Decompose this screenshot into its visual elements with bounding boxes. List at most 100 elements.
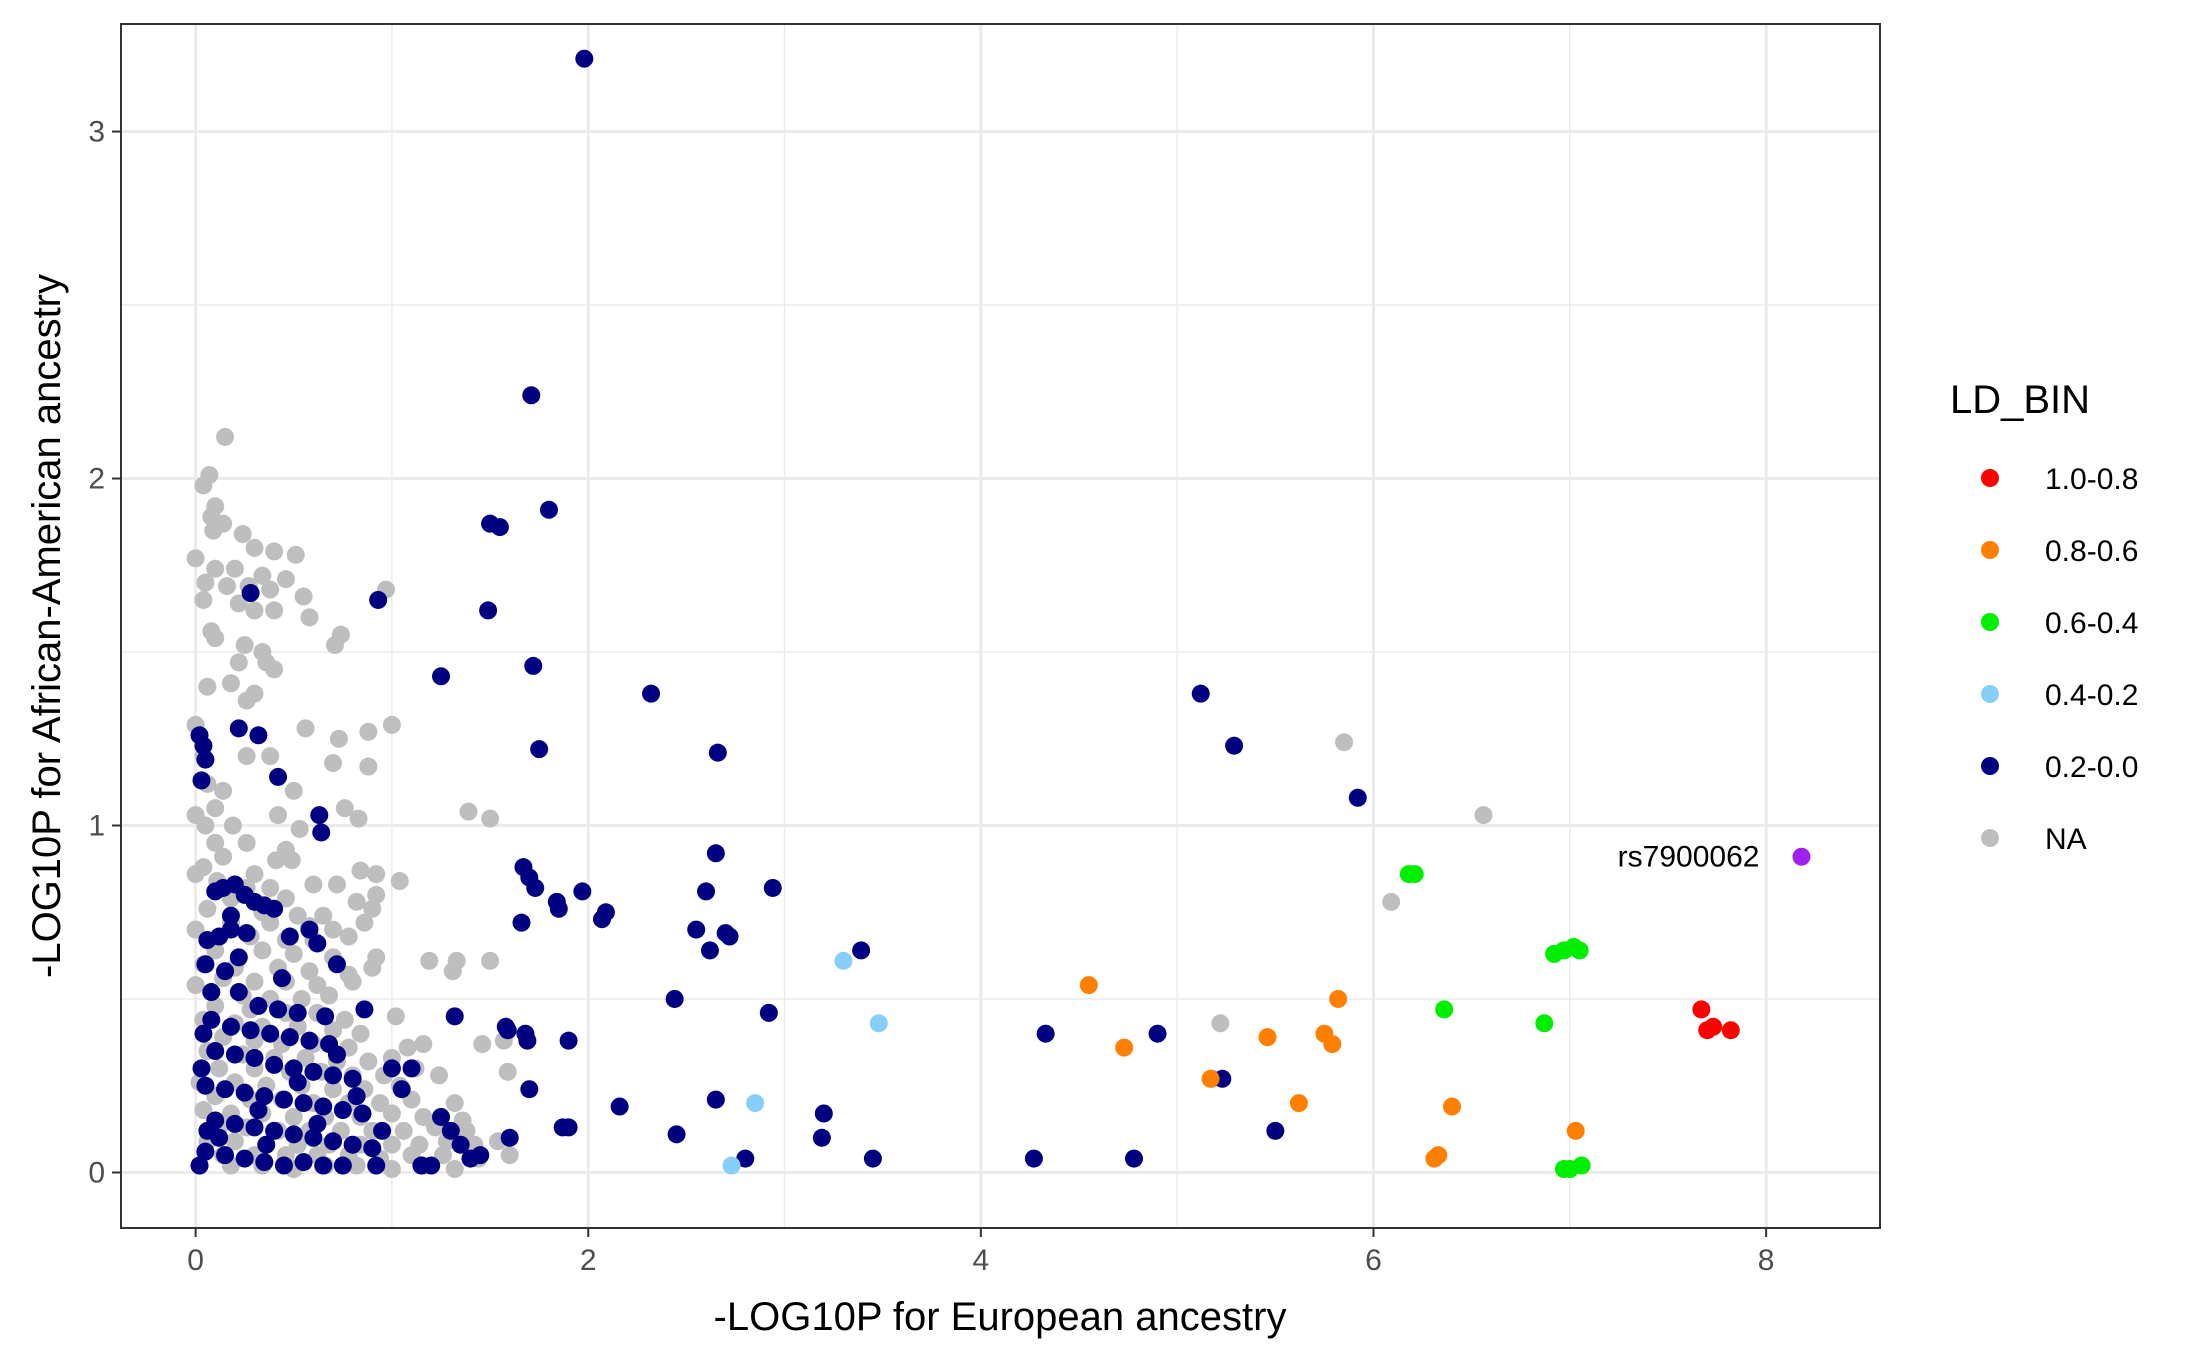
data-point: [206, 1042, 225, 1061]
y-axis-title: -LOG10P for African-American ancestry: [25, 274, 69, 978]
data-point: [1115, 1038, 1134, 1057]
data-point: [498, 1062, 517, 1081]
data-point: [339, 927, 358, 946]
data-point: [500, 1128, 519, 1147]
data-point: [284, 1059, 303, 1078]
data-point: [300, 920, 319, 939]
data-point: [284, 944, 303, 963]
data-point: [1474, 806, 1493, 825]
data-point: [265, 660, 284, 679]
data-point: [186, 865, 205, 884]
data-point: [371, 1094, 390, 1113]
data-point: [206, 799, 225, 818]
data-point: [206, 996, 225, 1015]
data-point: [198, 1121, 217, 1140]
y-tick-label: 0: [88, 1156, 105, 1189]
data-point: [196, 1076, 215, 1095]
data-point: [445, 1160, 464, 1179]
data-point: [320, 986, 339, 1005]
data-point: [355, 913, 374, 932]
data-point: [269, 806, 288, 825]
data-point: [237, 924, 256, 943]
data-point: [1024, 1149, 1043, 1168]
data-point: [1405, 865, 1424, 884]
data-point: [1124, 1149, 1143, 1168]
data-point: [265, 1055, 284, 1074]
data-point: [347, 1087, 366, 1106]
data-point: [235, 1083, 254, 1102]
data-point: [280, 1028, 299, 1047]
data-point: [196, 1142, 215, 1161]
data-point: [276, 570, 295, 589]
y-tick-label: 1: [88, 810, 105, 843]
data-point: [261, 580, 280, 599]
data-point: [288, 906, 307, 925]
data-point: [736, 1149, 755, 1168]
data-point: [343, 972, 362, 991]
data-point: [445, 1094, 464, 1113]
data-point: [300, 1031, 319, 1050]
data-point: [304, 875, 323, 894]
data-point: [245, 538, 264, 557]
data-point: [261, 913, 280, 932]
data-point: [610, 1097, 629, 1116]
y-tick-label: 3: [88, 116, 105, 149]
data-point: [520, 1080, 539, 1099]
data-point: [500, 1146, 519, 1165]
data-point: [665, 989, 684, 1008]
data-point: [392, 1080, 411, 1099]
data-point: [1148, 1024, 1167, 1043]
data-point: [324, 920, 343, 939]
data-point: [192, 771, 211, 790]
data-point: [382, 1059, 401, 1078]
data-point: [253, 941, 272, 960]
x-tick-label: 8: [1758, 1244, 1775, 1277]
data-point: [722, 1156, 741, 1175]
data-point: [1566, 1121, 1585, 1140]
series-0.4-0.2: [722, 951, 888, 1175]
data-point: [308, 976, 327, 995]
data-point: [869, 1014, 888, 1033]
data-point: [225, 1132, 244, 1151]
series-1.0-0.8: [1692, 1000, 1740, 1040]
legend-key: [1981, 757, 1999, 775]
x-tick-label: 2: [580, 1244, 597, 1277]
data-point: [524, 656, 543, 675]
data-point: [245, 1048, 264, 1067]
data-point: [386, 1007, 405, 1026]
data-point: [367, 885, 386, 904]
data-point: [294, 1153, 313, 1172]
data-point: [300, 962, 319, 981]
data-point: [353, 1104, 372, 1123]
data-point: [229, 983, 248, 1002]
data-point: [530, 740, 549, 759]
data-point: [1382, 892, 1401, 911]
data-point: [367, 865, 386, 884]
legend-title: LD_BIN: [1950, 378, 2090, 422]
data-point: [329, 729, 348, 748]
legend-label: 0.6-0.4: [2045, 607, 2138, 640]
data-points: [186, 49, 1740, 1179]
data-point: [221, 674, 240, 693]
plot-border: [120, 23, 1881, 1229]
data-point: [214, 781, 233, 800]
data-point: [359, 1052, 378, 1071]
data-point: [267, 851, 286, 870]
data-point: [700, 941, 719, 960]
data-point: [363, 958, 382, 977]
data-point: [667, 1125, 686, 1144]
data-point: [351, 861, 370, 880]
data-point: [190, 1156, 209, 1175]
legend-key: [1981, 469, 1999, 487]
data-point: [1435, 1000, 1454, 1019]
legend: LD_BIN 1.0-0.8 0.8-0.6 0.6-0.4 0.4-0.2 0.2-0…: [1950, 378, 2138, 856]
data-point: [280, 927, 299, 946]
data-point: [196, 955, 215, 974]
data-point: [324, 1066, 343, 1085]
data-point: [186, 976, 205, 995]
legend-key: [1981, 829, 1999, 847]
data-point: [216, 1080, 235, 1099]
data-point: [202, 1010, 221, 1029]
data-point: [1036, 1024, 1055, 1043]
